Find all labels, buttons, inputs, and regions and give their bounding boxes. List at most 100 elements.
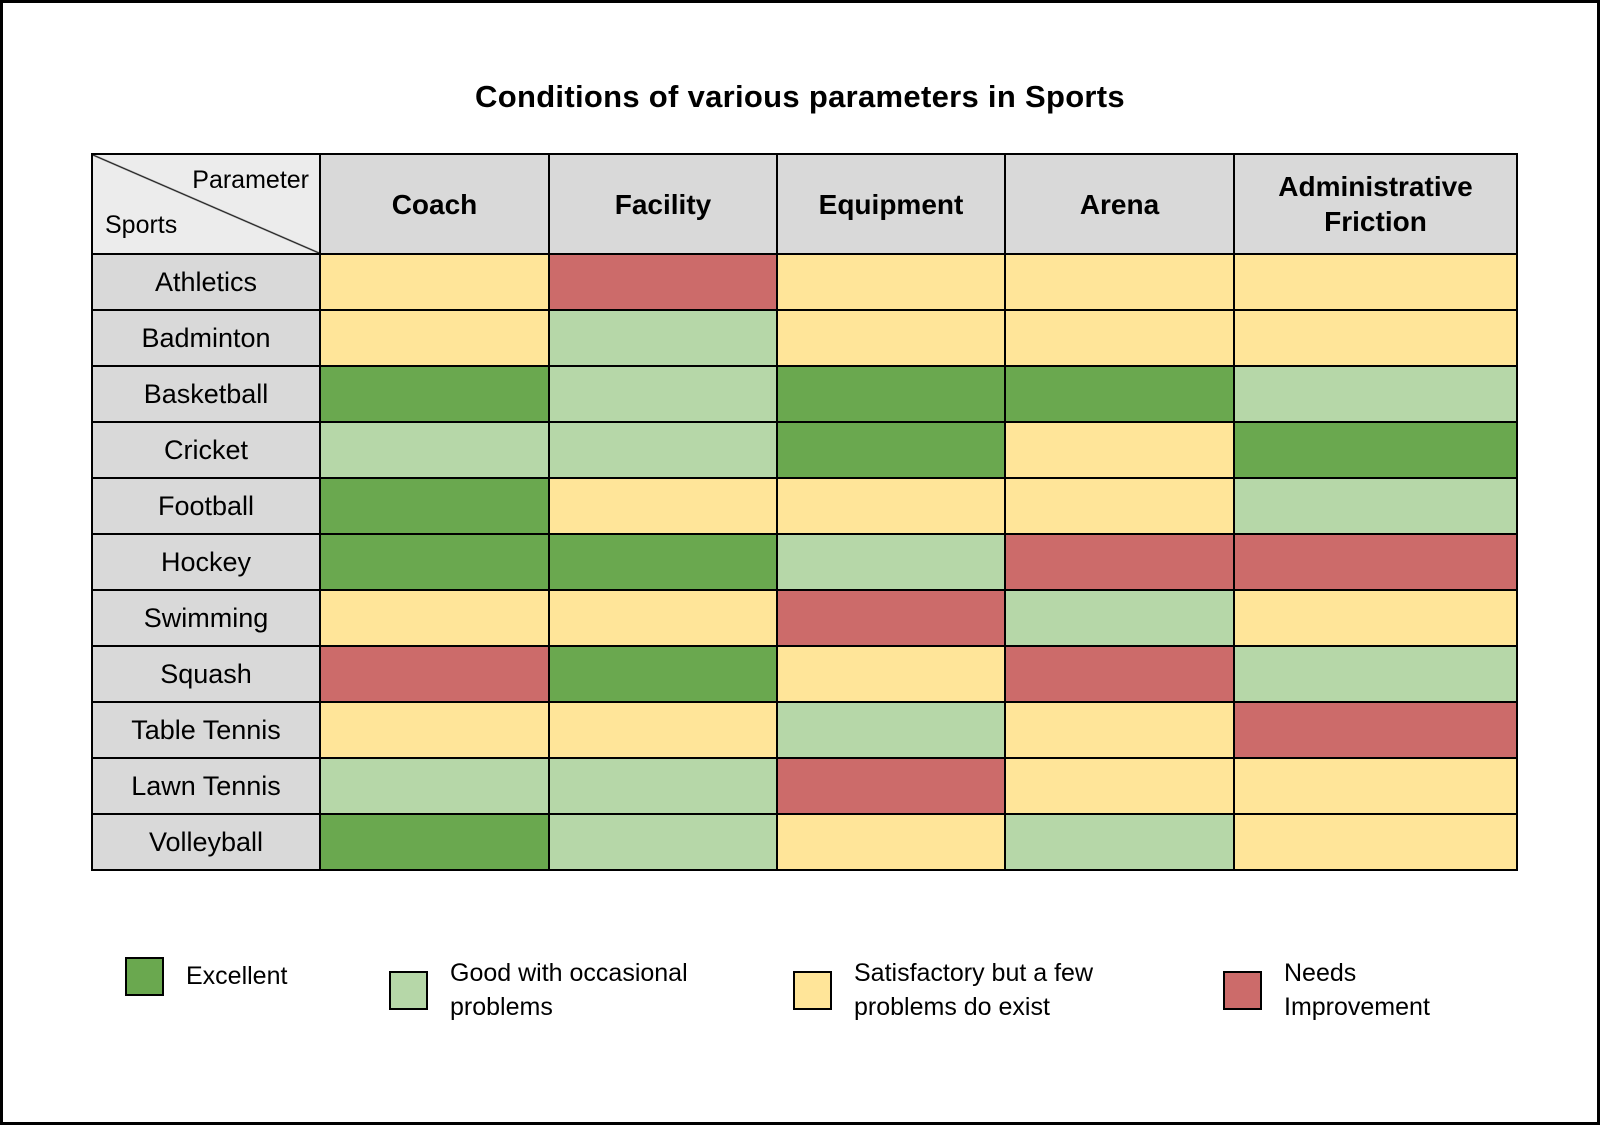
rating-cell — [1004, 477, 1235, 535]
rating-cell — [548, 645, 778, 703]
page-title: Conditions of various parameters in Spor… — [475, 79, 1125, 114]
legend-item-needs-improvement: Needs Improvement — [1223, 957, 1454, 1024]
rating-cell — [776, 813, 1006, 871]
rating-cell — [1233, 813, 1518, 871]
sport-row: Football — [91, 477, 1518, 535]
rating-cell — [1004, 757, 1235, 815]
sport-row: Hockey — [91, 533, 1518, 591]
col-header-administrative-friction: Administrative Friction — [1233, 153, 1518, 255]
satisfactory-swatch — [793, 971, 832, 1010]
rating-cell — [319, 421, 550, 479]
rating-cell — [1004, 701, 1235, 759]
row-label-basketball: Basketball — [91, 365, 321, 423]
sport-row: Cricket — [91, 421, 1518, 479]
rating-cell — [776, 589, 1006, 647]
rating-cell — [548, 757, 778, 815]
col-header-arena: Arena — [1004, 153, 1235, 255]
rating-cell — [1233, 757, 1518, 815]
row-label-swimming: Swimming — [91, 589, 321, 647]
legend-item-excellent: Excellent — [125, 957, 287, 996]
rating-cell — [776, 533, 1006, 591]
sports-axis-label: Sports — [105, 210, 178, 239]
rating-cell — [1004, 421, 1235, 479]
row-label-football: Football — [91, 477, 321, 535]
row-label-athletics: Athletics — [91, 253, 321, 311]
row-label-lawn-tennis: Lawn Tennis — [91, 757, 321, 815]
rating-cell — [319, 477, 550, 535]
rating-cell — [319, 701, 550, 759]
rating-cell — [1233, 365, 1518, 423]
row-label-hockey: Hockey — [91, 533, 321, 591]
rating-cell — [319, 813, 550, 871]
rating-cell — [1233, 589, 1518, 647]
rating-cell — [1004, 813, 1235, 871]
corner-cell: Parameter Sports — [91, 153, 321, 255]
good-swatch — [389, 971, 428, 1010]
rating-cell — [776, 309, 1006, 367]
rating-cell — [776, 253, 1006, 311]
rating-cell — [776, 645, 1006, 703]
sport-row: Squash — [91, 645, 1518, 703]
rating-cell — [1004, 645, 1235, 703]
rating-cell — [1233, 701, 1518, 759]
rating-cell — [548, 421, 778, 479]
rating-cell — [319, 589, 550, 647]
sport-row: Athletics — [91, 253, 1518, 311]
rating-cell — [1004, 253, 1235, 311]
rating-cell — [1233, 421, 1518, 479]
rating-cell — [319, 253, 550, 311]
rating-cell — [319, 309, 550, 367]
rating-cell — [776, 365, 1006, 423]
legend-label-satisfactory: Satisfactory but a few problems do exist — [854, 959, 1094, 1021]
rating-cell — [776, 477, 1006, 535]
rating-cell — [1004, 589, 1235, 647]
col-header-facility: Facility — [548, 153, 778, 255]
rating-cell — [548, 365, 778, 423]
rating-cell — [319, 533, 550, 591]
row-label-badminton: Badminton — [91, 309, 321, 367]
legend-label-excellent: Excellent — [186, 961, 288, 990]
rating-cell — [1233, 645, 1518, 703]
row-label-table-tennis: Table Tennis — [91, 701, 321, 759]
legend-item-good: Good with occasional problems — [389, 957, 735, 1024]
parameter-axis-label: Parameter — [192, 166, 309, 194]
rating-cell — [1233, 253, 1518, 311]
rating-cell — [548, 477, 778, 535]
row-label-volleyball: Volleyball — [91, 813, 321, 871]
rating-cell — [1233, 477, 1518, 535]
needs-improvement-swatch — [1223, 971, 1262, 1010]
rating-cell — [319, 757, 550, 815]
row-label-squash: Squash — [91, 645, 321, 703]
sport-row: Table Tennis — [91, 701, 1518, 759]
excellent-swatch — [125, 957, 164, 996]
rating-cell — [776, 757, 1006, 815]
rating-cell — [548, 813, 778, 871]
rating-cell — [1004, 309, 1235, 367]
rating-cell — [548, 533, 778, 591]
rating-cell — [1233, 533, 1518, 591]
rating-cell — [319, 645, 550, 703]
rating-cell — [548, 701, 778, 759]
rating-cell — [776, 701, 1006, 759]
sport-row: Volleyball — [91, 813, 1518, 871]
sport-row: Lawn Tennis — [91, 757, 1518, 815]
legend-label-needs-improvement: Needs Improvement — [1284, 959, 1430, 1021]
rating-cell — [776, 421, 1006, 479]
rating-cell — [1004, 533, 1235, 591]
conditions-table: Parameter Sports Coach Facility Equipmen… — [91, 153, 1518, 871]
sport-row: Badminton — [91, 309, 1518, 367]
rating-cell — [548, 253, 778, 311]
col-header-equipment: Equipment — [776, 153, 1006, 255]
row-label-cricket: Cricket — [91, 421, 321, 479]
legend-item-satisfactory: Satisfactory but a few problems do exist — [793, 957, 1139, 1024]
rating-cell — [548, 309, 778, 367]
sport-row: Basketball — [91, 365, 1518, 423]
rating-cell — [319, 365, 550, 423]
legend-label-good: Good with occasional problems — [450, 959, 688, 1021]
sport-row: Swimming — [91, 589, 1518, 647]
table-header: Parameter Sports Coach Facility Equipmen… — [91, 153, 1518, 255]
rating-cell — [1233, 309, 1518, 367]
table-body: Athletics Badminton Basketball — [91, 253, 1518, 871]
rating-cell — [1004, 365, 1235, 423]
